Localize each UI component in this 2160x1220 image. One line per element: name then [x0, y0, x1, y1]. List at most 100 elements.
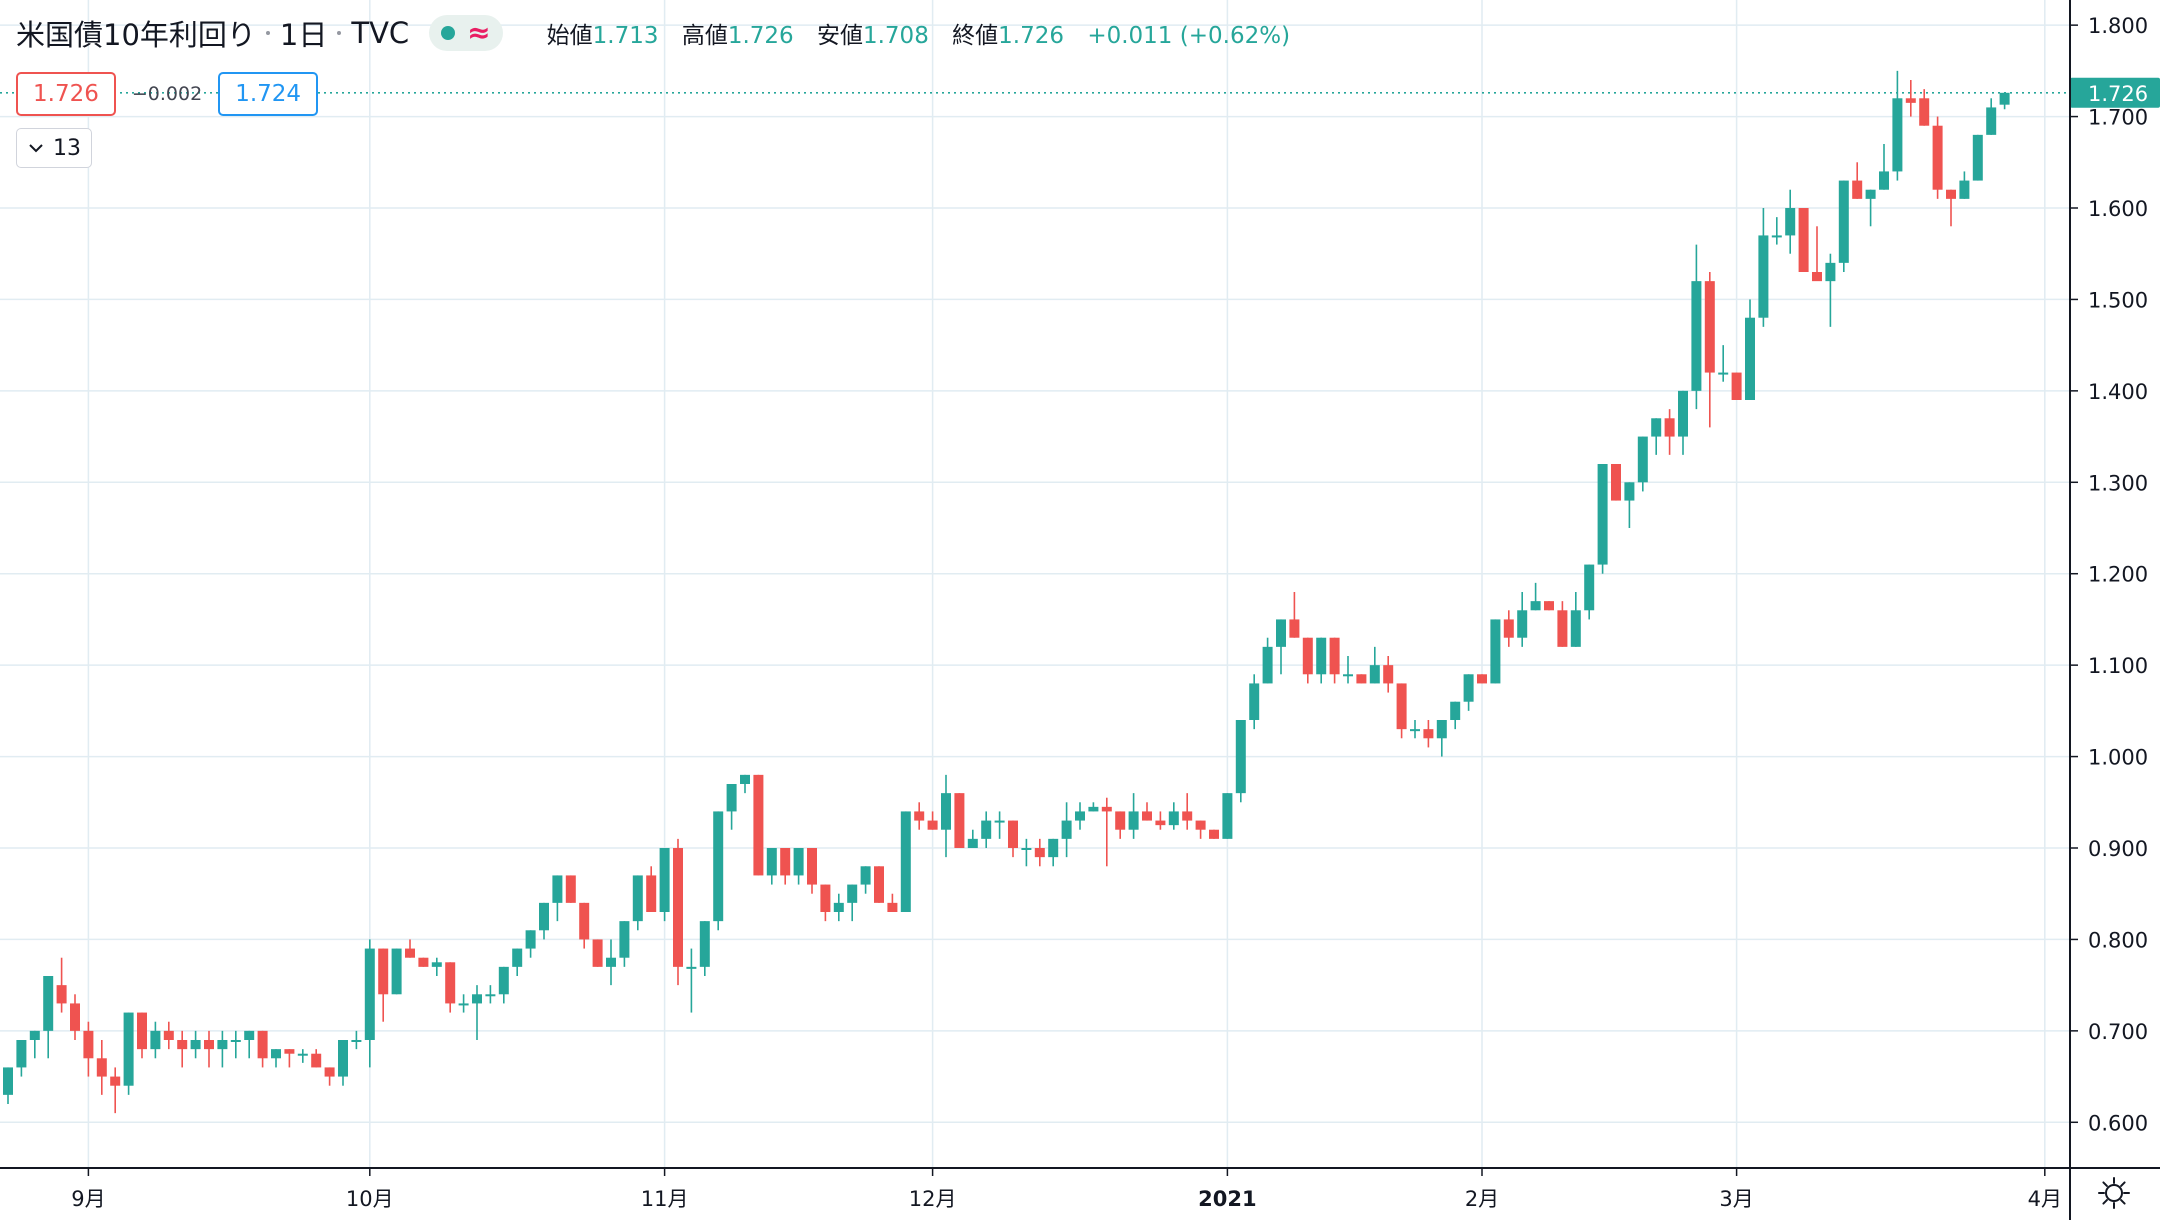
indicators-collapse-button[interactable]: 13 — [16, 128, 92, 168]
high-value: 1.726 — [727, 23, 794, 49]
y-tick-label: 0.900 — [2088, 837, 2148, 861]
candle-body — [713, 811, 724, 922]
candle-body — [512, 948, 523, 967]
candle-body — [1932, 125, 1943, 190]
candle-body — [699, 921, 710, 967]
candle-body — [1101, 806, 1112, 812]
candle-body — [217, 1040, 228, 1050]
y-tick-label: 0.700 — [2088, 1020, 2148, 1044]
candle-body — [579, 902, 590, 940]
candle-body — [1611, 464, 1621, 501]
sell-button[interactable]: 1.726 — [16, 72, 116, 116]
candle-body — [1959, 180, 1970, 199]
candle-body — [1048, 838, 1059, 858]
candle-body — [1637, 436, 1648, 483]
candle-body — [472, 994, 482, 1004]
candle-body — [1463, 674, 1474, 702]
candle-body — [847, 884, 858, 903]
candle-body — [1664, 418, 1675, 437]
candle-body — [1624, 482, 1635, 501]
x-tick-label: 4月 — [2028, 1187, 2062, 1211]
low-value: 1.708 — [862, 23, 929, 49]
x-tick-label: 3月 — [1719, 1187, 1753, 1211]
x-tick-label: 2月 — [1465, 1187, 1499, 1211]
candle-body — [941, 793, 951, 830]
candle-body — [96, 1058, 107, 1077]
candle-body — [1771, 235, 1782, 238]
candle-body — [83, 1030, 94, 1059]
candle-body — [833, 902, 844, 912]
indicator-count: 13 — [53, 135, 81, 161]
candle-body — [1503, 619, 1514, 638]
candle-body — [1356, 674, 1367, 684]
candle-body — [1919, 98, 1930, 126]
candle-body — [163, 1030, 174, 1040]
last-price-badge — [2070, 77, 2160, 108]
candle-body — [1704, 281, 1715, 373]
symbol-legend: 米国債10年利回り 1日 TVC ≈ 始値1.713 高値1.726 安値1.7… — [16, 12, 1290, 54]
candle-body — [1745, 317, 1755, 400]
candle-body — [1798, 208, 1809, 272]
candle-body — [1450, 701, 1461, 720]
candle-body — [820, 884, 831, 912]
close-value: 1.726 — [998, 23, 1065, 49]
candle-body — [137, 1012, 147, 1050]
candle-body — [43, 976, 54, 1031]
candle-body — [190, 1040, 201, 1050]
y-tick-label: 1.400 — [2088, 380, 2148, 404]
candle-body — [1209, 829, 1219, 839]
trade-panel: 1.726 −0.002 1.724 — [16, 72, 319, 116]
candle-body — [565, 875, 576, 903]
candle-body — [485, 994, 496, 997]
candle-body — [1530, 601, 1541, 611]
candle-body — [632, 875, 643, 922]
symbol-title[interactable]: 米国債10年利回り — [16, 18, 256, 52]
candle-body — [659, 848, 670, 912]
interval-label[interactable]: 1日 — [279, 18, 328, 52]
candle-body — [1691, 281, 1702, 391]
candle-body — [766, 848, 777, 876]
chart-grid — [0, 0, 2070, 1168]
y-tick-label: 1.300 — [2088, 471, 2148, 495]
candle-body — [1490, 619, 1501, 684]
candle-body — [914, 811, 925, 821]
candle-body — [619, 921, 630, 958]
candle-body — [16, 1040, 27, 1068]
candle-body — [150, 1030, 161, 1050]
x-tick-label: 10月 — [346, 1187, 394, 1211]
open-value: 1.713 — [592, 23, 659, 49]
candle-body — [753, 774, 764, 876]
candle-body — [1946, 189, 1956, 199]
status-pill[interactable]: ≈ — [429, 15, 503, 51]
low-label: 安値 — [816, 23, 863, 49]
candle-body — [1986, 107, 1997, 135]
candle-body — [1678, 390, 1688, 437]
candle-body — [1383, 665, 1394, 684]
candle-body — [56, 985, 67, 1004]
gear-icon[interactable] — [2097, 1176, 2131, 1210]
candle-body — [1008, 820, 1018, 848]
last-price-label: 1.726 — [2088, 82, 2148, 106]
candle-body — [1892, 98, 1903, 172]
candle-body — [1812, 272, 1822, 282]
candle-body — [230, 1040, 241, 1042]
candle-body — [378, 948, 389, 995]
candle-body — [1597, 464, 1608, 565]
buy-button[interactable]: 1.724 — [218, 72, 319, 116]
candle-body — [1477, 674, 1487, 684]
candle-series — [3, 70, 2010, 1114]
candle-body — [1651, 418, 1662, 437]
candle-body — [552, 875, 563, 903]
y-tick-label: 1.100 — [2088, 654, 2148, 678]
candle-body — [1852, 180, 1863, 199]
candle-body — [1276, 619, 1286, 647]
candle-body — [780, 848, 791, 876]
candle-body — [1195, 820, 1206, 830]
y-tick-label: 1.000 — [2088, 746, 2148, 770]
x-tick-label: 11月 — [641, 1187, 689, 1211]
close-label: 終値 — [952, 23, 999, 49]
candle-body — [351, 1040, 362, 1042]
candle-body — [1785, 208, 1796, 236]
candle-body — [244, 1030, 255, 1040]
